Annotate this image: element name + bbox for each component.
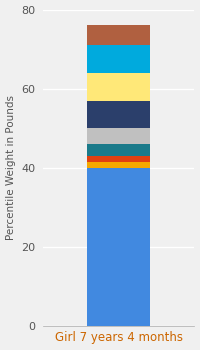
Bar <box>87 162 150 168</box>
Bar <box>87 128 150 144</box>
Bar <box>87 100 150 128</box>
Bar <box>87 156 150 162</box>
Bar <box>87 25 150 45</box>
Bar <box>87 144 150 156</box>
Bar <box>87 73 150 100</box>
Y-axis label: Percentile Weight in Pounds: Percentile Weight in Pounds <box>6 95 16 240</box>
Bar <box>87 168 150 326</box>
Bar <box>87 45 150 73</box>
